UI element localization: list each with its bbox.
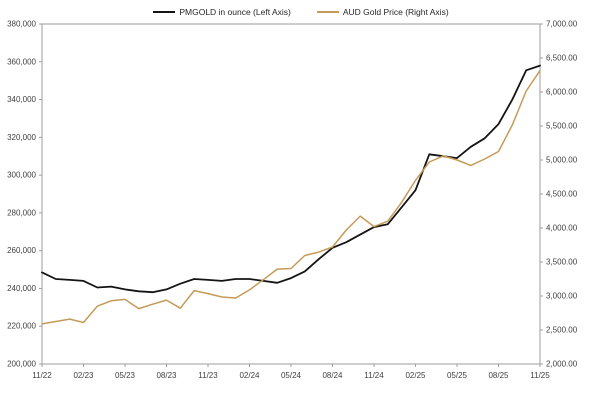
x-axis-tick-label: 02/23 [73,371,94,380]
pmgold-series-line [41,64,541,294]
x-axis-tick-label: 05/25 [447,371,468,380]
legend-item-pmgold: PMGOLD in ounce (Left Axis) [153,7,291,17]
right-axis-tick-label: 5,000.00 [546,156,578,165]
right-axis-tick-label: 4,500.00 [546,190,578,199]
right-axis-tick-label: 6,500.00 [546,54,578,63]
plot-border [41,23,541,365]
left-axis-tick-label: 200,000 [7,360,36,369]
left-axis-tick-label: 220,000 [7,322,36,331]
right-axis-tick-label: 3,500.00 [546,258,578,267]
x-axis-tick-label: 08/23 [156,371,177,380]
left-axis-tick-label: 380,000 [7,20,36,29]
right-axis-tick-label: 2,000.00 [546,360,578,369]
right-axis-tick-label: 3,000.00 [546,292,578,301]
right-axis-tick-label: 4,000.00 [546,224,578,233]
x-axis-tick-label: 02/25 [405,371,426,380]
right-axis-tick-label: 6,000.00 [546,88,578,97]
left-axis-tick-label: 240,000 [7,284,36,293]
x-axis-tick-label: 05/23 [115,371,136,380]
x-axis-tick-label: 11/23 [198,371,218,380]
x-axis-tick-label: 11/24 [364,371,384,380]
x-axis-tick-label: 11/25 [530,371,550,380]
x-axis-tick-label: 08/24 [322,371,343,380]
left-axis-tick-label: 320,000 [7,133,36,142]
x-axis-tick-label: 08/25 [488,371,509,380]
right-axis-tick-label: 2,500.00 [546,326,578,335]
chart-legend: PMGOLD in ounce (Left Axis) AUD Gold Pri… [0,4,602,20]
left-axis-tick-label: 360,000 [7,57,36,66]
left-axis-tick-label: 280,000 [7,208,36,217]
pmgold-line-swatch-icon [153,11,176,13]
x-axis-tick-label: 05/24 [281,371,302,380]
x-axis-tick-label: 11/22 [32,371,52,380]
left-axis-tick-label: 300,000 [7,171,36,180]
left-axis-tick-label: 340,000 [7,95,36,104]
x-axis-tick-label: 02/24 [239,371,260,380]
aud-gold-line-swatch-icon [316,11,339,13]
legend-label-pmgold: PMGOLD in ounce (Left Axis) [179,7,291,17]
right-axis-tick-label: 7,000.00 [546,20,578,29]
aud-gold-series-line [41,69,541,325]
legend-item-aud-gold: AUD Gold Price (Right Axis) [316,7,449,17]
left-axis-tick-label: 260,000 [7,246,36,255]
right-axis-tick-label: 5,500.00 [546,122,578,131]
legend-label-aud-gold: AUD Gold Price (Right Axis) [342,7,449,17]
